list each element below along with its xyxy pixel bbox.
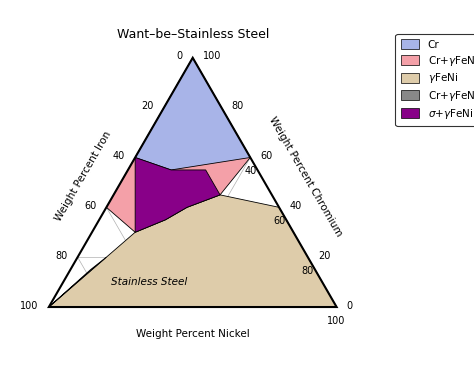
Text: Want–be–Stainless Steel: Want–be–Stainless Steel (117, 28, 269, 40)
Polygon shape (106, 58, 250, 232)
Text: 100: 100 (20, 301, 39, 311)
Text: 40: 40 (244, 166, 256, 176)
Polygon shape (49, 257, 106, 307)
Legend: Cr, Cr+$\gamma$FeNi, $\gamma$FeNi, Cr+$\gamma$FeNi, $\sigma$+$\gamma$FeNi: Cr, Cr+$\gamma$FeNi, $\gamma$FeNi, Cr+$\… (395, 34, 474, 126)
Text: 80: 80 (302, 266, 314, 276)
Text: 80: 80 (55, 251, 67, 261)
Text: 0: 0 (176, 52, 182, 61)
Text: 0: 0 (346, 301, 353, 311)
Text: 20: 20 (318, 251, 330, 261)
Text: Weight Percent Iron: Weight Percent Iron (54, 130, 113, 223)
Text: 60: 60 (273, 216, 285, 226)
Text: 20: 20 (142, 101, 154, 111)
Polygon shape (135, 58, 250, 170)
Text: 80: 80 (232, 101, 244, 111)
Text: 100: 100 (328, 316, 346, 326)
Text: Weight Percent Chromium: Weight Percent Chromium (266, 115, 343, 238)
Text: 20: 20 (215, 116, 228, 126)
Text: 40: 40 (113, 151, 125, 161)
Text: 0: 0 (190, 66, 196, 77)
Text: Weight Percent Nickel: Weight Percent Nickel (136, 329, 250, 339)
Text: 100: 100 (203, 52, 221, 61)
Polygon shape (135, 158, 220, 232)
Text: 60: 60 (260, 151, 273, 161)
Polygon shape (49, 195, 337, 307)
Text: Stainless Steel: Stainless Steel (111, 277, 188, 287)
Text: 40: 40 (289, 201, 301, 211)
Text: 60: 60 (84, 201, 96, 211)
